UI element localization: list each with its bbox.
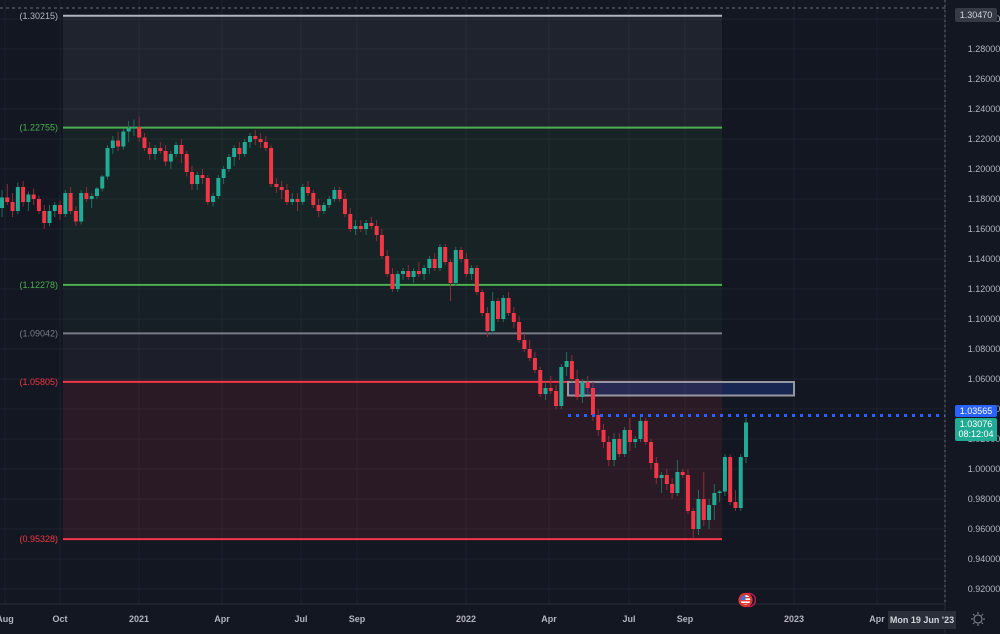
price-tick-label: 1.28000 bbox=[968, 44, 1000, 54]
price-tick-label: 1.20000 bbox=[968, 164, 1000, 174]
time-tick-label: Oct bbox=[52, 614, 67, 624]
gear-icon bbox=[971, 612, 985, 626]
fib-retracement[interactable]: (1.30215) (1.22755) (1.12278) (1.09042) (1.0… bbox=[19, 11, 722, 544]
price-tick-label: 1.16000 bbox=[968, 224, 1000, 234]
crosshair-price-label: 1.30470 bbox=[955, 8, 997, 22]
price-axis[interactable]: 1.300001.280001.260001.240001.220001.200… bbox=[968, 14, 1000, 594]
price-tick-label: 1.00000 bbox=[968, 464, 1000, 474]
price-tick-label: 0.94000 bbox=[968, 554, 1000, 564]
price-tick-label: 1.22000 bbox=[968, 134, 1000, 144]
time-tick-label: Apr bbox=[869, 614, 885, 624]
grid-lines bbox=[0, 0, 945, 604]
price-tick-label: 1.24000 bbox=[968, 104, 1000, 114]
price-tick-label: 1.26000 bbox=[968, 74, 1000, 84]
price-tick-label: 0.98000 bbox=[968, 494, 1000, 504]
fib-level-label: (1.12278) bbox=[19, 280, 58, 290]
time-tick-label: 2022 bbox=[456, 614, 476, 624]
price-tick-label: 1.08000 bbox=[968, 344, 1000, 354]
time-tick-label: Sep bbox=[677, 614, 694, 624]
price-tick-label: 1.14000 bbox=[968, 254, 1000, 264]
fib-level-label: (1.05805) bbox=[19, 377, 58, 387]
chart-settings-button[interactable] bbox=[966, 609, 990, 629]
price-tick-label: 1.10000 bbox=[968, 314, 1000, 324]
rectangle-zone[interactable] bbox=[567, 381, 795, 397]
fib-level-label: (0.95328) bbox=[19, 534, 58, 544]
bar-countdown: 08:12:04 bbox=[958, 429, 994, 439]
time-tick-label: 2021 bbox=[129, 614, 149, 624]
time-tick-label: Apr bbox=[541, 614, 557, 624]
candlestick-series bbox=[0, 116, 748, 538]
price-tick-label: 0.92000 bbox=[968, 584, 1000, 594]
fib-level-label: (1.22755) bbox=[19, 123, 58, 133]
price-tick-label: 1.18000 bbox=[968, 194, 1000, 204]
crosshair-date-label: Mon 19 Jun '23 bbox=[888, 611, 956, 629]
price-tick-label: 0.96000 bbox=[968, 524, 1000, 534]
time-tick-label: Jul bbox=[294, 614, 307, 624]
time-axis[interactable]: Aug Oct 2021 Apr Jul Sep 2022 Apr Jul Sep 2023 Apr bbox=[0, 614, 885, 624]
ray-price-label: 1.03565 bbox=[955, 405, 997, 417]
time-tick-label: Aug bbox=[0, 614, 14, 624]
us-flag-economic-event-icon[interactable] bbox=[738, 592, 757, 608]
fib-level-label: (1.09042) bbox=[19, 328, 58, 338]
time-tick-label: Jul bbox=[622, 614, 635, 624]
fib-level-label: (1.30215) bbox=[19, 11, 58, 21]
price-tick-label: 1.06000 bbox=[968, 374, 1000, 384]
last-price-label: 1.03076 08:12:04 bbox=[955, 418, 997, 441]
time-tick-label: Sep bbox=[349, 614, 366, 624]
time-tick-label: 2023 bbox=[784, 614, 804, 624]
price-tick-label: 1.12000 bbox=[968, 284, 1000, 294]
time-tick-label: Apr bbox=[214, 614, 230, 624]
last-price-value: 1.03076 bbox=[959, 419, 993, 429]
